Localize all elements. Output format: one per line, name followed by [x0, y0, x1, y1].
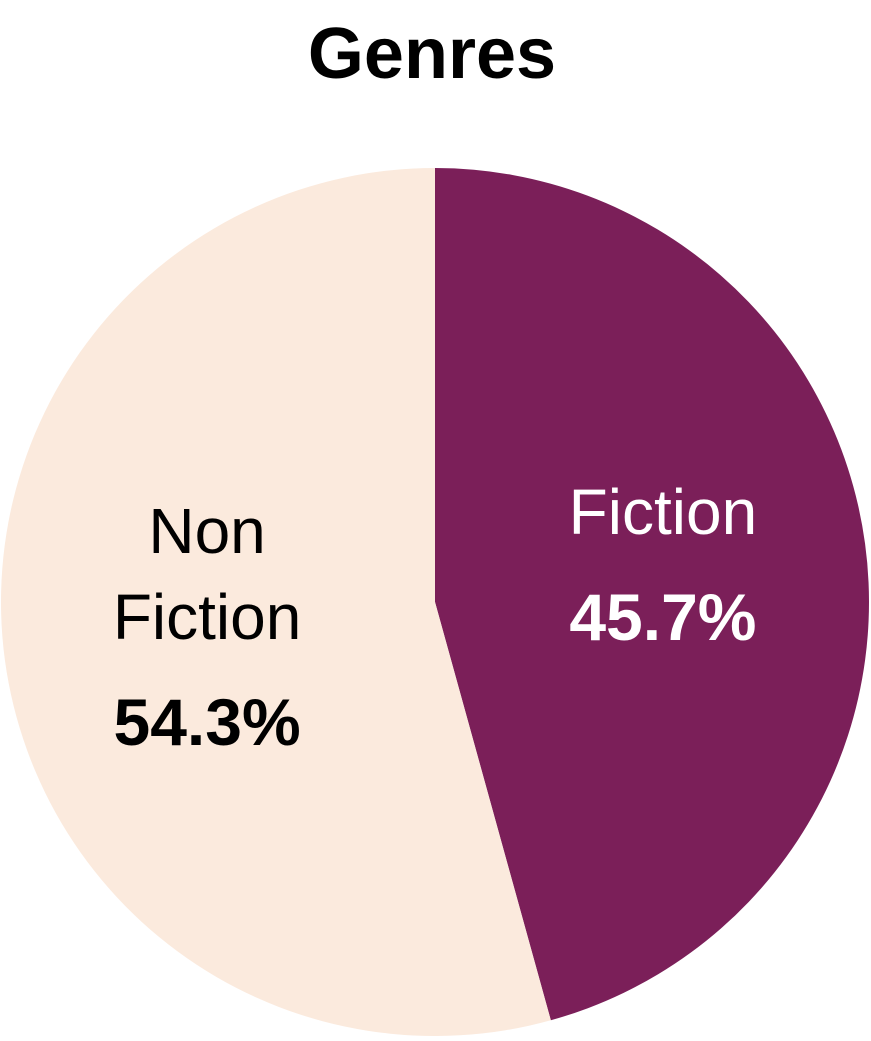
chart-title: Genres	[308, 14, 556, 94]
slice-label-fiction-line-0: Fiction	[569, 476, 758, 548]
slice-value-fiction: 45.7%	[569, 580, 756, 654]
slice-label-non-fiction-line-1: Fiction	[113, 581, 302, 653]
pie-slice-non-fiction	[1, 168, 551, 1036]
slice-label-non-fiction-line-0: Non	[148, 495, 265, 567]
slice-value-non-fiction: 54.3%	[114, 685, 301, 759]
pie-labels: Fiction 45.7% Non Fiction 54.3%	[113, 476, 757, 759]
pie-slice-fiction	[435, 168, 870, 1021]
pie-slices	[1, 168, 870, 1036]
